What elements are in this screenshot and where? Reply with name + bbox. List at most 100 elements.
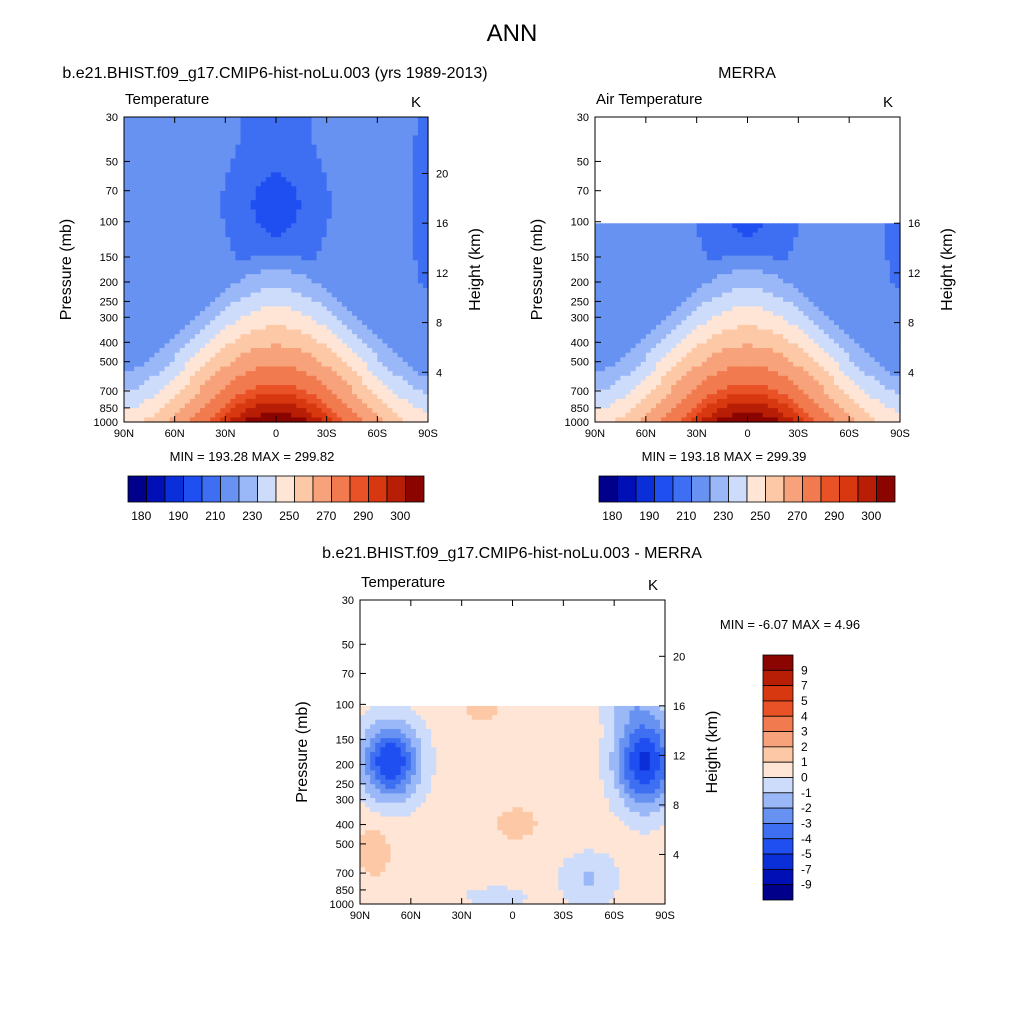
- heatmap-cell: [189, 287, 196, 294]
- heatmap-cell: [169, 343, 176, 349]
- heatmap-cell: [149, 375, 155, 382]
- heatmap-cell: [164, 177, 171, 183]
- heatmap-cell: [255, 385, 262, 391]
- heatmap-cell: [291, 338, 297, 345]
- heatmap-cell: [225, 209, 231, 215]
- heatmap-cell: [260, 121, 267, 127]
- heatmap-cell: [336, 301, 343, 308]
- heatmap-cell: [382, 121, 389, 127]
- heatmap-cell: [134, 375, 140, 382]
- heatmap-cell: [869, 223, 876, 229]
- heatmap-cell: [179, 408, 186, 414]
- colorbar-label: 180: [131, 509, 151, 523]
- heatmap-cell: [164, 214, 171, 220]
- heatmap-cell: [772, 246, 779, 252]
- heatmap-cell: [240, 338, 247, 345]
- heatmap-cell: [326, 371, 333, 377]
- heatmap-cell: [129, 375, 135, 382]
- heatmap-cell: [260, 301, 267, 308]
- heatmap-cell: [210, 227, 216, 234]
- heatmap-cell: [392, 292, 399, 298]
- heatmap-cell: [722, 223, 728, 229]
- heatmap-cell: [635, 227, 642, 234]
- heatmap-cell: [635, 255, 642, 261]
- heatmap-cell: [200, 408, 206, 414]
- heatmap-cell: [367, 163, 373, 169]
- heatmap-cell: [205, 394, 211, 400]
- heatmap-cell: [331, 227, 338, 234]
- heatmap-cell: [296, 227, 302, 234]
- heatmap-cell: [245, 357, 252, 363]
- heatmap-cell: [793, 241, 799, 247]
- heatmap-cell: [225, 320, 231, 326]
- heatmap-cell: [377, 287, 383, 294]
- heatmap-cell: [833, 237, 840, 243]
- heatmap-cell: [306, 121, 313, 127]
- heatmap-cell: [839, 223, 845, 229]
- heatmap-cell: [124, 274, 130, 280]
- heatmap-cell: [377, 223, 383, 229]
- heatmap-cell: [240, 214, 247, 220]
- heatmap-cell: [316, 394, 323, 400]
- heatmap-cell: [164, 380, 171, 386]
- heatmap-cell: [270, 227, 277, 234]
- heatmap-cell: [828, 241, 835, 247]
- heatmap-cell: [377, 398, 383, 405]
- heatmap-cell: [316, 329, 323, 335]
- heatmap-cell: [245, 144, 252, 150]
- heatmap-cell: [179, 251, 186, 257]
- heatmap-cell: [803, 260, 810, 266]
- heatmap-cell: [336, 371, 343, 377]
- heatmap-cell: [676, 287, 683, 294]
- heatmap-cell: [412, 186, 419, 192]
- heatmap-cell: [341, 324, 348, 331]
- heatmap-cell: [276, 292, 282, 298]
- heatmap-cell: [778, 269, 784, 275]
- heatmap-cell: [331, 287, 338, 294]
- heatmap-cell: [341, 269, 348, 275]
- heatmap-cell: [326, 204, 333, 211]
- heatmap-cell: [336, 163, 343, 169]
- heatmap-cell: [346, 292, 353, 298]
- heatmap-cell: [230, 389, 237, 395]
- heatmap-cell: [711, 260, 718, 266]
- heatmap-cell: [798, 232, 805, 238]
- heatmap-cell: [387, 398, 394, 405]
- heatmap-cell: [311, 195, 318, 201]
- heatmap-cell: [189, 144, 196, 150]
- heatmap-cell: [144, 223, 150, 229]
- heatmap-cell: [397, 315, 404, 321]
- heatmap-cell: [144, 311, 150, 317]
- heatmap-cell: [296, 408, 302, 414]
- heatmap-cell: [301, 121, 307, 127]
- heatmap-cell: [783, 246, 789, 252]
- heatmap-cell: [124, 181, 130, 187]
- heatmap-cell: [164, 375, 171, 382]
- heatmap-cell: [215, 223, 221, 229]
- heatmap-cell: [144, 301, 150, 308]
- heatmap-cell: [134, 338, 140, 345]
- heatmap-cell: [818, 251, 825, 257]
- heatmap-cell: [215, 380, 221, 386]
- heatmap-cell: [402, 117, 409, 123]
- heatmap-cell: [372, 287, 378, 294]
- heatmap-cell: [742, 255, 749, 261]
- heatmap-cell: [301, 343, 307, 349]
- heatmap-cell: [139, 398, 145, 405]
- heatmap-cell: [711, 283, 718, 289]
- heatmap-cell: [164, 218, 171, 224]
- heatmap-cell: [169, 251, 176, 257]
- heatmap-cell: [164, 343, 171, 349]
- heatmap-cell: [296, 269, 302, 275]
- heatmap-cell: [250, 140, 257, 146]
- heatmap-cell: [306, 366, 313, 372]
- heatmap-cell: [341, 311, 348, 317]
- heatmap-cell: [200, 287, 206, 294]
- heatmap-cell: [849, 241, 855, 247]
- heatmap-cell: [341, 204, 348, 211]
- heatmap-cell: [402, 380, 409, 386]
- heatmap-cell: [357, 412, 363, 418]
- heatmap-cell: [210, 232, 216, 238]
- heatmap-cell: [321, 398, 328, 405]
- heatmap-cell: [357, 320, 363, 326]
